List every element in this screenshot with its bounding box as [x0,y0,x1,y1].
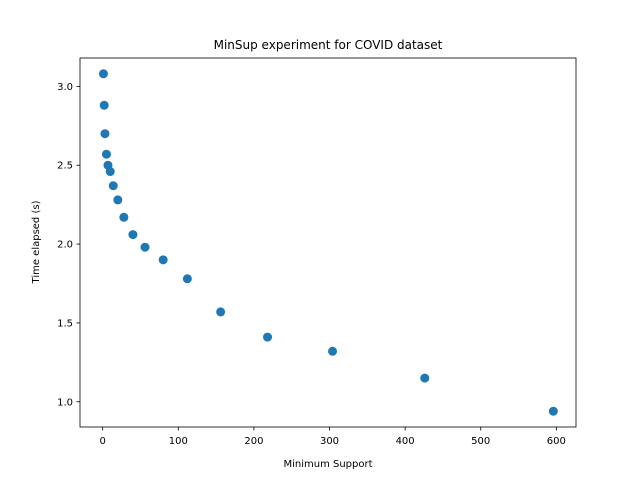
data-point [119,212,129,222]
y-tick-label: 3.0 [57,82,73,93]
data-point [128,230,138,240]
x-tick-label: 0 [99,436,105,447]
data-point [263,332,273,342]
data-point [182,274,192,284]
data-point [100,129,110,139]
data-point [548,406,558,416]
y-axis-label: Time elapsed (s) [31,200,42,284]
data-point [420,373,430,383]
data-point [328,346,338,356]
x-axis: 0 100 200 300 400 500 600 [99,427,566,447]
data-point [105,167,115,177]
y-tick-label: 2.5 [57,161,73,172]
x-tick-label: 300 [320,436,339,447]
x-axis-label: Minimum Support [283,459,372,470]
y-tick-label: 1.5 [57,318,73,329]
data-points [98,69,558,416]
data-point [158,255,168,265]
y-tick-label: 2.0 [57,240,73,251]
plot-area [79,57,577,428]
data-point [98,69,108,79]
data-point [99,100,109,110]
x-tick-label: 100 [169,436,188,447]
data-point [101,149,111,159]
x-tick-label: 200 [244,436,263,447]
x-tick-label: 600 [547,436,566,447]
y-tick-label: 1.0 [57,397,73,408]
data-point [140,242,150,252]
data-point [108,181,118,191]
x-tick-label: 400 [396,436,415,447]
x-tick-label: 500 [471,436,490,447]
data-point [113,195,123,205]
y-axis: 1.0 1.5 2.0 2.5 3.0 [57,82,80,408]
chart-title: MinSup experiment for COVID dataset [214,38,443,52]
data-point [216,307,226,317]
